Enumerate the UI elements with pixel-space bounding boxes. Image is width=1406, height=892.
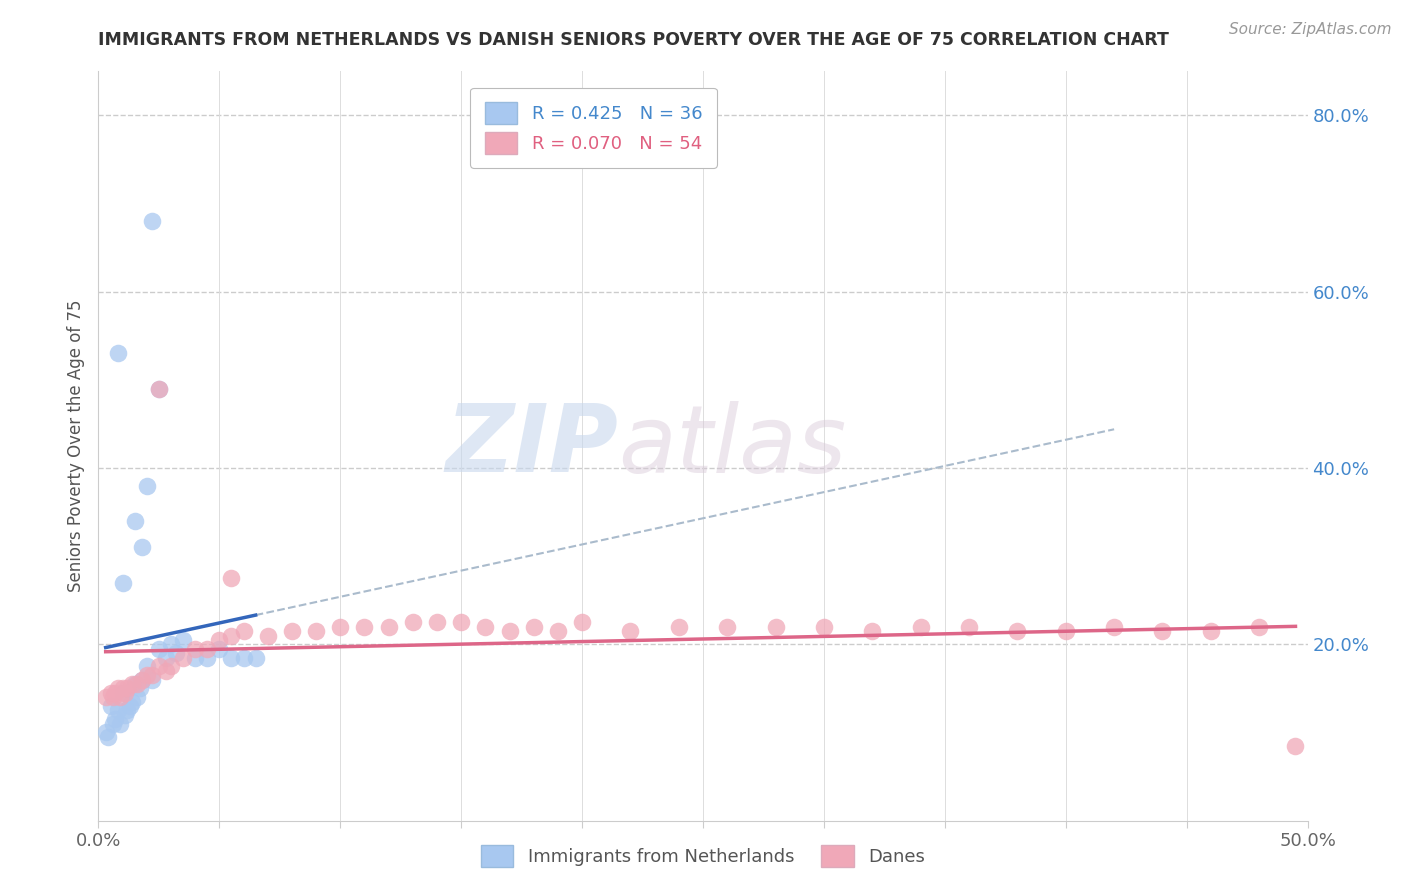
Point (118, 699, 141, 714)
Point (114, 707, 136, 722)
Point (1102, 620, 1125, 634)
Point (353, 620, 375, 634)
Point (426, 615, 449, 630)
Point (1249, 620, 1271, 634)
Point (128, 681, 150, 696)
Point (97, 730, 120, 744)
Point (498, 624, 520, 639)
Point (141, 668, 163, 682)
Point (172, 650, 194, 665)
Point (101, 690, 124, 705)
Y-axis label: Seniors Poverty Over the Age of 75: Seniors Poverty Over the Age of 75 (66, 300, 84, 592)
Point (208, 641, 231, 656)
Point (256, 628, 278, 642)
Point (765, 620, 787, 634)
Text: IMMIGRANTS FROM NETHERLANDS VS DANISH SENIORS POVERTY OVER THE AGE OF 75 CORRELA: IMMIGRANTS FROM NETHERLANDS VS DANISH SE… (98, 31, 1170, 49)
Point (221, 571, 243, 585)
Point (155, 664, 177, 678)
Point (124, 514, 146, 528)
Point (1284, 739, 1306, 753)
Point (108, 716, 131, 731)
Point (221, 628, 243, 642)
Point (245, 650, 267, 665)
Point (523, 620, 546, 634)
Point (155, 650, 177, 665)
Point (571, 615, 593, 630)
Point (148, 382, 170, 396)
Point (195, 641, 218, 656)
Point (100, 686, 122, 700)
Point (111, 686, 134, 700)
Point (124, 677, 146, 691)
Point (114, 686, 136, 700)
Point (172, 632, 194, 647)
Point (107, 703, 129, 717)
Point (232, 624, 254, 639)
Point (474, 620, 496, 634)
Point (668, 620, 690, 634)
Point (281, 624, 304, 639)
Point (135, 659, 157, 673)
Point (165, 646, 187, 660)
Point (94, 725, 117, 739)
Point (860, 624, 883, 639)
Point (1007, 624, 1029, 639)
Point (117, 703, 139, 717)
Point (104, 686, 127, 700)
Text: atlas: atlas (619, 401, 846, 491)
Point (195, 650, 218, 665)
Point (148, 659, 170, 673)
Point (305, 624, 328, 639)
Point (148, 382, 170, 396)
Point (111, 575, 134, 590)
Point (141, 214, 163, 228)
Legend: Immigrants from Netherlands, Danes: Immigrants from Netherlands, Danes (474, 838, 932, 874)
Point (148, 641, 170, 656)
Point (450, 615, 472, 630)
Point (619, 624, 641, 639)
Point (107, 346, 129, 360)
Point (208, 632, 231, 647)
Point (910, 620, 932, 634)
Point (131, 673, 153, 687)
Legend: R = 0.425   N = 36, R = 0.070   N = 54: R = 0.425 N = 36, R = 0.070 N = 54 (470, 88, 717, 168)
Point (221, 650, 243, 665)
Point (716, 620, 738, 634)
Point (127, 677, 149, 691)
Point (160, 659, 183, 673)
Point (813, 620, 835, 634)
Point (104, 712, 127, 726)
Point (94, 690, 117, 705)
Point (184, 650, 207, 665)
Point (131, 541, 153, 555)
Point (121, 695, 143, 709)
Point (121, 677, 143, 691)
Point (160, 637, 183, 651)
Point (141, 673, 163, 687)
Point (402, 615, 425, 630)
Point (135, 478, 157, 492)
Point (1054, 624, 1077, 639)
Point (329, 620, 352, 634)
Point (232, 650, 254, 665)
Text: ZIP: ZIP (446, 400, 619, 492)
Point (108, 690, 131, 705)
Point (117, 681, 139, 696)
Point (1152, 624, 1174, 639)
Point (184, 641, 207, 656)
Point (1199, 624, 1222, 639)
Point (100, 699, 122, 714)
Point (135, 668, 157, 682)
Point (101, 716, 124, 731)
Point (131, 673, 153, 687)
Point (107, 681, 129, 696)
Point (111, 681, 134, 696)
Point (957, 620, 980, 634)
Point (547, 624, 569, 639)
Point (377, 620, 399, 634)
Point (127, 690, 149, 705)
Text: Source: ZipAtlas.com: Source: ZipAtlas.com (1229, 22, 1392, 37)
